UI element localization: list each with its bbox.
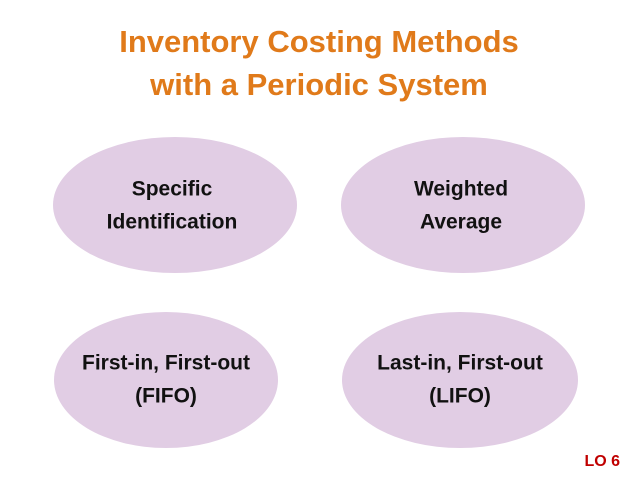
method-label: Weighted [414,178,508,201]
footer-label: LO 6 [584,453,620,470]
method-label: (LIFO) [429,385,491,408]
method-ellipse [341,137,585,273]
method-label: Specific [132,178,213,201]
method-label: Identification [107,211,238,234]
method-label: First-in, First-out [82,352,250,375]
method-ellipse [54,312,278,448]
method-label: (FIFO) [135,385,197,408]
method-ellipse [342,312,578,448]
method-label: Average [420,211,502,234]
method-label: Last-in, First-out [377,352,543,375]
title-line: with a Periodic System [149,67,488,102]
method-ellipse [53,137,297,273]
title-line: Inventory Costing Methods [119,24,519,59]
